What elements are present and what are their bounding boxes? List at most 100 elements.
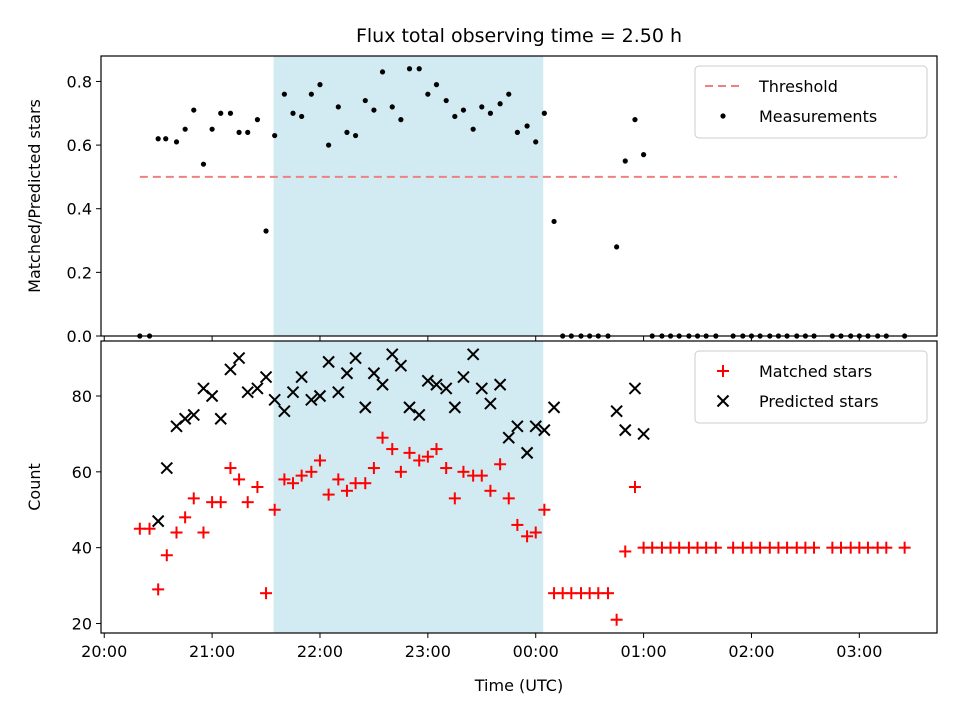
- measurements-point-5: [182, 126, 188, 132]
- predicted-stars-point-31: [430, 378, 443, 391]
- measurements-point-25: [362, 97, 368, 104]
- y-tick-label: 0.6: [67, 136, 92, 155]
- predicted-stars-point-21: [340, 367, 354, 380]
- measurements-point-33: [433, 82, 440, 88]
- measurements-point-23: [344, 129, 350, 135]
- matched-stars-point-30: [403, 446, 416, 459]
- predicted-stars-point-45: [610, 404, 623, 418]
- matched-stars-point-35: [448, 492, 461, 505]
- predicted-stars-point-28: [403, 401, 416, 414]
- measurements-point-17: [290, 110, 296, 116]
- predicted-stars-point-27: [394, 359, 408, 372]
- x-tick-label: 22:00: [297, 642, 343, 661]
- measurements-point-11: [236, 129, 242, 135]
- measurements-point-16: [281, 91, 287, 97]
- matched-stars-point-45: [538, 503, 551, 516]
- legend-item-measurements: Measurements: [720, 107, 877, 126]
- y-tick-label: 0.2: [67, 263, 92, 282]
- predicted-stars-point-38: [493, 378, 507, 391]
- legend-item-predicted-stars: Predicted stars: [716, 392, 879, 411]
- predicted-stars-point-10: [241, 385, 254, 399]
- legend-label: Measurements: [759, 107, 877, 126]
- matched-stars-point-42: [511, 518, 524, 531]
- matched-stars-point-14: [260, 587, 273, 600]
- matched-stars-point-27: [376, 431, 389, 444]
- matched-stars-point-12: [241, 496, 254, 509]
- matched-stars-point-10: [224, 462, 237, 475]
- y-tick-label: 0.8: [67, 72, 92, 91]
- measurements-point-12: [245, 129, 251, 135]
- predicted-stars-point-36: [475, 382, 488, 395]
- predicted-stars-point-32: [439, 382, 453, 395]
- measurements-point-41: [506, 91, 512, 97]
- matched-stars-point-13: [251, 481, 264, 493]
- measurements-point-10: [227, 110, 234, 116]
- y-tick-label: 80: [72, 387, 92, 406]
- x-tick-label: 03:00: [836, 642, 882, 661]
- measurements-point-39: [487, 110, 494, 116]
- legend-label: Threshold: [758, 77, 838, 96]
- x-tick-label: 00:00: [513, 642, 559, 661]
- measurements-point-24: [352, 132, 359, 139]
- y-tick-label: 40: [72, 539, 92, 558]
- matched-stars-point-39: [484, 484, 497, 497]
- measurements-point-36: [460, 107, 467, 113]
- predicted-stars-point-47: [628, 382, 642, 395]
- predicted-stars-point-15: [286, 385, 300, 399]
- measurements-point-40: [497, 101, 503, 107]
- predicted-stars-point-44: [547, 401, 561, 414]
- predicted-stars-point-0: [151, 514, 165, 528]
- measurements-point-34: [443, 97, 449, 104]
- predicted-stars-point-9: [232, 351, 246, 365]
- predicted-stars-point-48: [637, 427, 650, 441]
- observing-window-band: [273, 56, 544, 336]
- legend-box: [694, 350, 928, 424]
- matched-stars-point-15: [268, 503, 281, 516]
- matched-stars-point-19: [305, 465, 318, 478]
- series-matched-stars: [133, 431, 911, 626]
- matched-stars-point-25: [359, 477, 372, 490]
- matched-stars-point-23: [340, 484, 353, 497]
- matched-stars-point-29: [394, 465, 407, 478]
- measurements-point-46: [551, 218, 557, 225]
- x-tick-label: 01:00: [621, 642, 667, 661]
- x-axis-label: Time (UTC): [474, 676, 563, 695]
- measurements-point-43: [524, 123, 530, 129]
- measurements-point-37: [470, 126, 476, 132]
- predicted-stars-point-8: [224, 363, 237, 376]
- matched-stars-point-3: [160, 549, 173, 562]
- matched-stars-point-34: [440, 462, 453, 475]
- measurements-point-38: [479, 104, 485, 110]
- matched-stars-point-43: [521, 530, 534, 543]
- measurements-point-53: [614, 244, 620, 250]
- matched-stars-point-54: [619, 545, 632, 558]
- measurements-point-56: [640, 152, 647, 158]
- predicted-stars-point-41: [520, 446, 534, 460]
- matched-stars-point-20: [313, 454, 326, 467]
- matched-stars-point-7: [197, 526, 210, 539]
- x-tick-label: 21:00: [189, 642, 235, 661]
- matched-stars-point-40: [494, 458, 507, 471]
- measurements-point-44: [533, 139, 539, 145]
- legend-label: Matched stars: [759, 362, 872, 381]
- matched-stars-point-81: [880, 541, 893, 554]
- predicted-stars-point-26: [386, 348, 399, 361]
- y-tick-label: 20: [72, 615, 92, 634]
- predicted-stars-point-13: [268, 393, 281, 406]
- x-tick-label: 02:00: [728, 642, 774, 661]
- legend-swatch: [720, 113, 726, 119]
- y-tick-label: 0.4: [67, 200, 92, 219]
- predicted-stars-point-20: [332, 385, 345, 399]
- measurements-point-45: [541, 110, 547, 116]
- predicted-stars-point-16: [295, 370, 308, 384]
- matched-stars-point-5: [179, 511, 192, 524]
- matched-stars-point-21: [322, 488, 335, 501]
- measurements-point-21: [326, 142, 332, 148]
- legend-box: [694, 65, 928, 139]
- measurements-point-9: [218, 110, 224, 116]
- predicted-stars-point-12: [259, 370, 273, 384]
- legend: Matched stars Predicted stars: [694, 350, 928, 424]
- predicted-stars-point-17: [305, 393, 318, 406]
- measurements-point-28: [389, 104, 395, 110]
- predicted-stars-point-35: [466, 348, 480, 361]
